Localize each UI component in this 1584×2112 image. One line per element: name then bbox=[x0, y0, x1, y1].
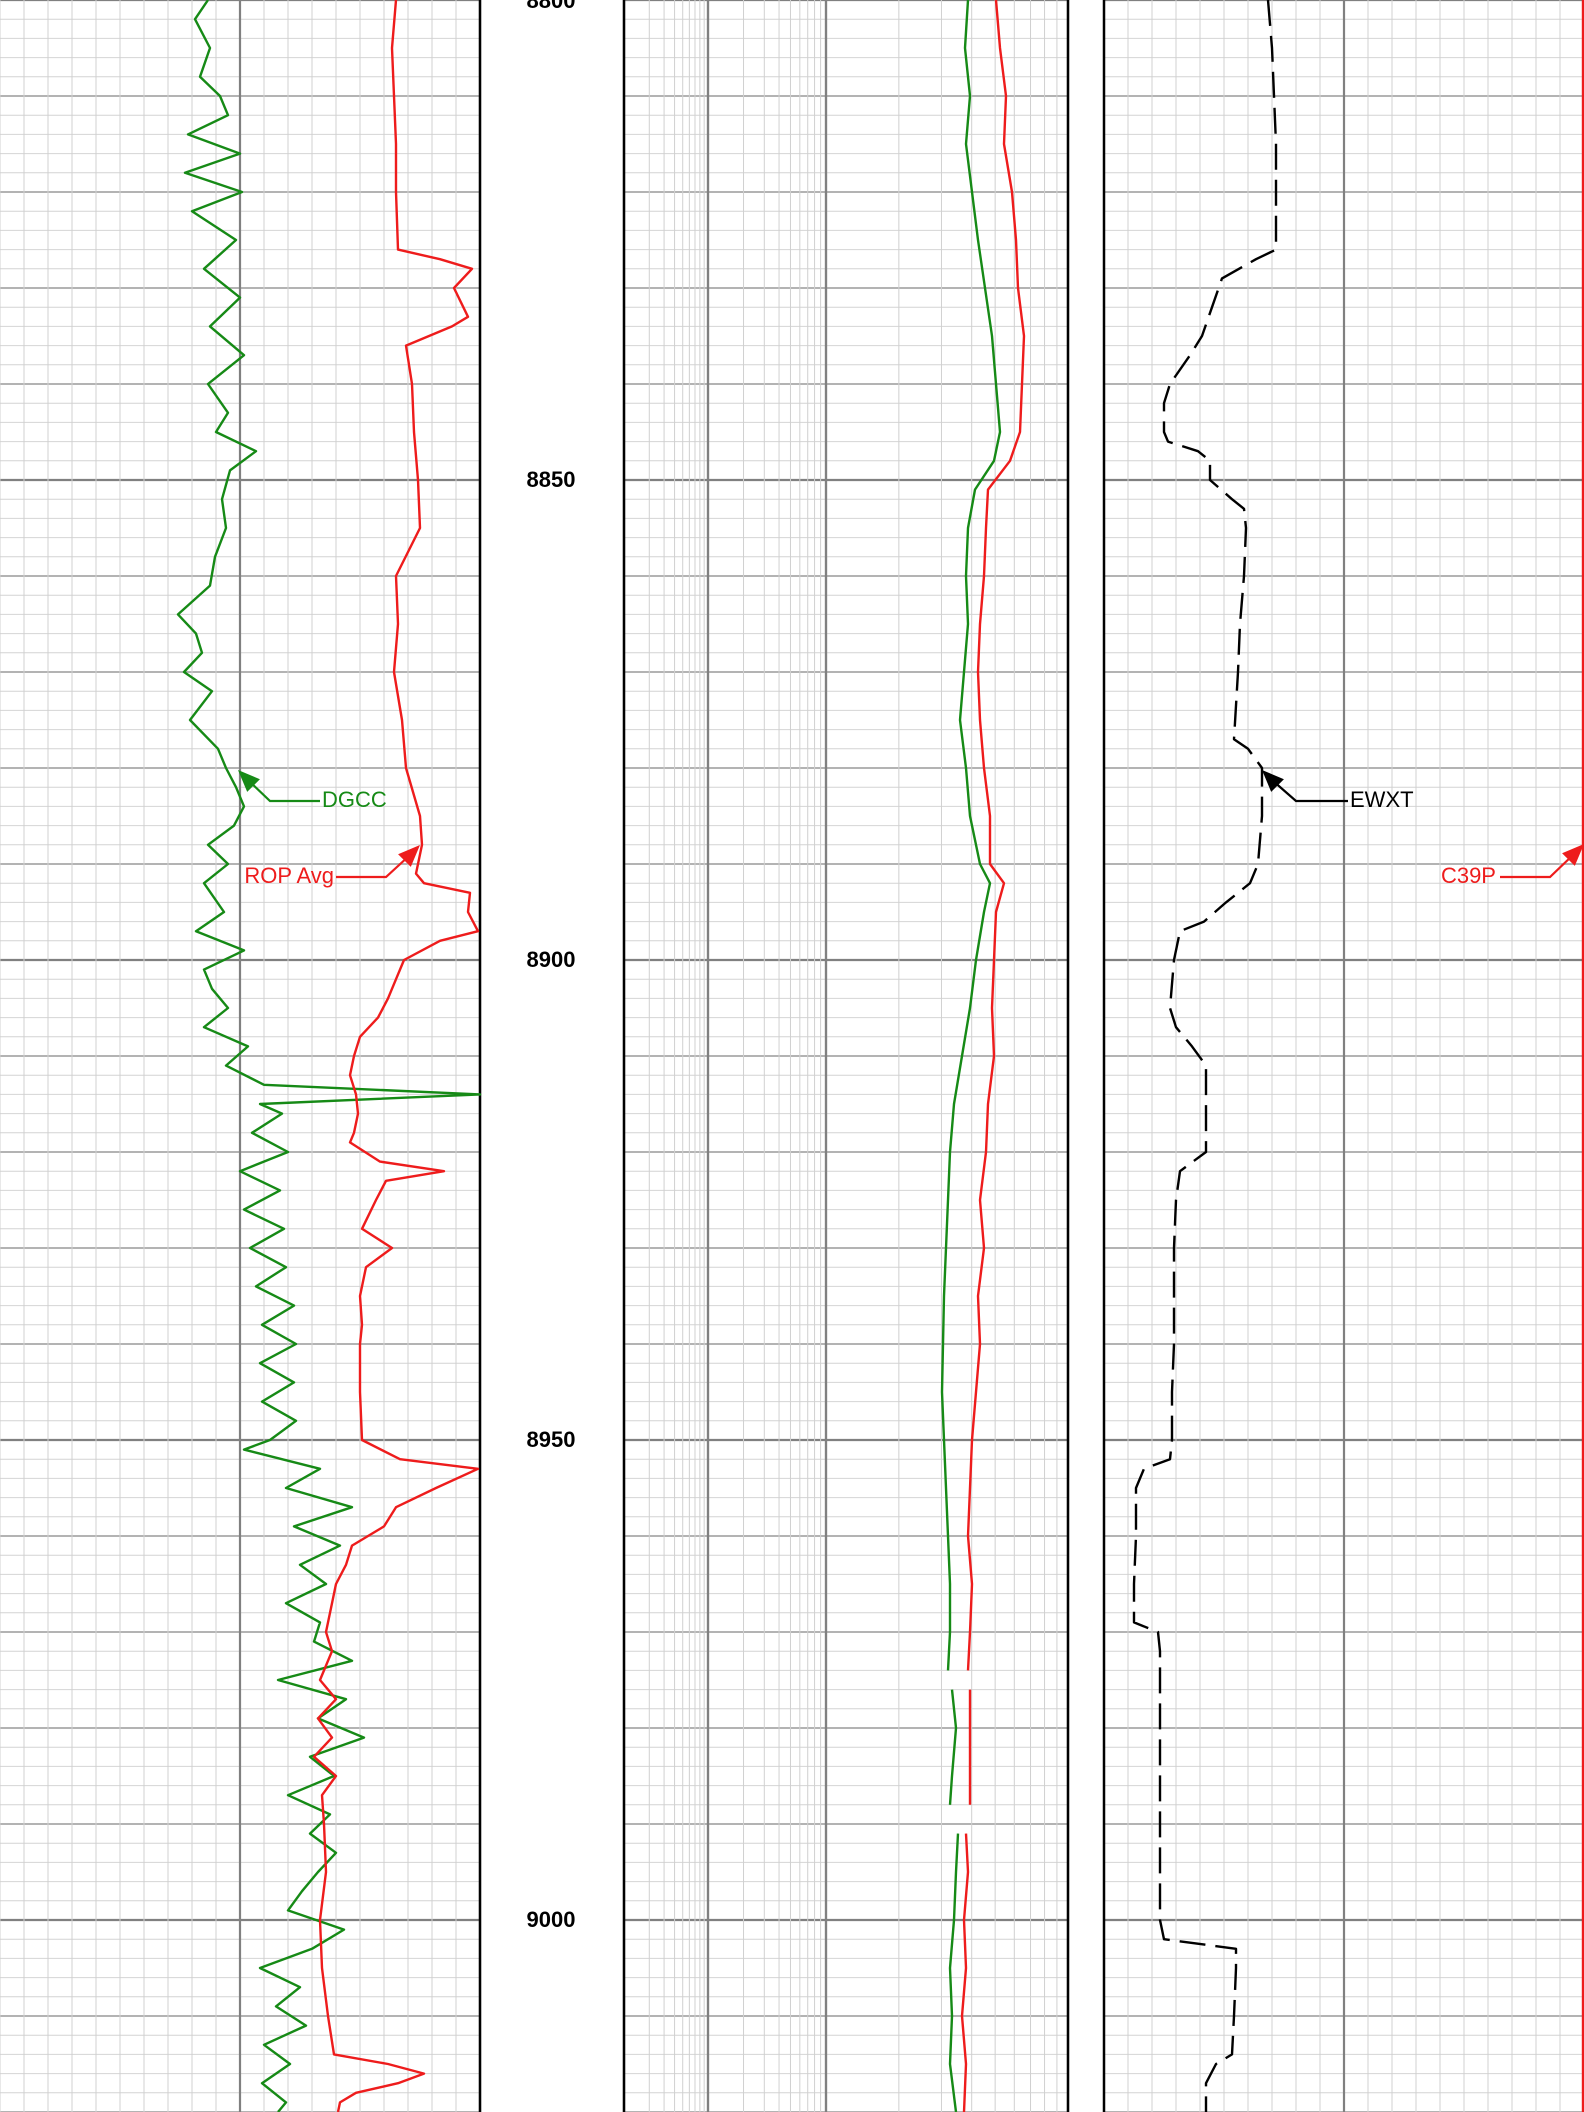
curve-dgcc bbox=[176, 0, 482, 2112]
curve-rop-avg bbox=[312, 0, 480, 2112]
rop-avg-arrow-head bbox=[398, 845, 420, 867]
curve-layer bbox=[176, 0, 1584, 2112]
c39p-leader-line bbox=[1500, 853, 1575, 879]
dgcc-leader-line bbox=[247, 779, 320, 803]
curve-green-curve-seg-2 bbox=[948, 1833, 960, 2112]
ewxt-leader-line bbox=[1271, 779, 1348, 803]
depth-label-8900: 8900 bbox=[527, 947, 576, 972]
c39p-label-group: C39P bbox=[1441, 844, 1584, 888]
c39p-label: C39P bbox=[1441, 863, 1496, 888]
rop-avg-label-group: ROP Avg bbox=[244, 845, 420, 888]
curve-green-curve-seg-0 bbox=[940, 0, 1002, 1671]
depth-axis-labels: 8800 8850 8900 8950 9000 bbox=[527, 0, 576, 1932]
curve-green-curve-seg-1 bbox=[948, 1689, 958, 1805]
dgcc-label: DGCC bbox=[322, 787, 387, 812]
ewxt-label-group: EWXT bbox=[1262, 770, 1414, 812]
depth-label-8850: 8850 bbox=[527, 467, 576, 492]
rop-avg-label: ROP Avg bbox=[244, 863, 334, 888]
depth-label-8800: 8800 bbox=[527, 0, 576, 13]
curve-red-curve-seg-0 bbox=[966, 0, 1026, 1671]
ewxt-label: EWXT bbox=[1350, 787, 1414, 812]
depth-label-9000: 9000 bbox=[527, 1907, 576, 1932]
dgcc-label-group: DGCC bbox=[238, 770, 387, 812]
curve-labels: DGCC ROP Avg EWXT C39P bbox=[238, 770, 1584, 888]
ewxt-arrow-head bbox=[1262, 770, 1284, 792]
rop-avg-leader-line bbox=[336, 854, 411, 879]
dgcc-arrow-head bbox=[238, 770, 260, 792]
depth-label-8950: 8950 bbox=[527, 1427, 576, 1452]
curve-ewxt bbox=[1132, 0, 1278, 2112]
curve-red-curve-seg-2 bbox=[960, 1833, 970, 2112]
c39p-arrow-head bbox=[1562, 844, 1584, 866]
